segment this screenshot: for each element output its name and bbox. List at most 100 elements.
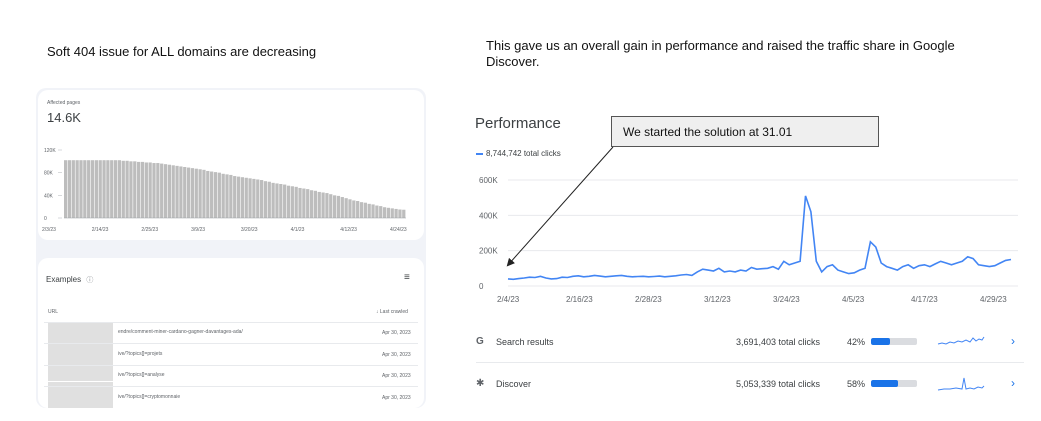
bar — [67, 160, 72, 218]
affected-pages-chart: 120K 80K 40K 0 2/3/23 2/14/23 2/25/23 3/9/23 3/… — [42, 148, 407, 233]
bar — [340, 197, 344, 218]
bar — [298, 187, 302, 218]
affected-pages-card: Affected pages 14.6K 120K 80K 40K 0 2/3/23 2… — [38, 90, 424, 240]
right-heading: This gave us an overall gain in performa… — [486, 38, 955, 69]
x-tick-label: 3/9/23 — [191, 227, 205, 233]
bar — [140, 161, 145, 218]
discover-row[interactable]: ✱ Discover 5,053,339 total clicks 58% › — [476, 372, 1024, 400]
bar — [167, 164, 171, 218]
chevron-right-icon[interactable]: › — [1011, 334, 1015, 348]
bar — [371, 204, 375, 218]
column-last-crawled[interactable]: ↓ Last crawled — [376, 309, 408, 315]
bar — [148, 162, 152, 218]
bar — [98, 160, 102, 218]
callout-arrow — [506, 146, 614, 267]
column-url: URL — [48, 309, 59, 315]
bar — [344, 198, 348, 218]
x-tick-label: 2/14/23 — [92, 227, 109, 233]
bar — [394, 208, 398, 218]
bar — [163, 164, 168, 218]
x-tick-label: 3/24/23 — [773, 295, 800, 304]
y-tick-label: 200K — [479, 247, 498, 256]
bar — [121, 160, 125, 218]
bar — [206, 170, 210, 218]
affected-pages-label: Affected pages — [47, 100, 81, 106]
coverage-panel: Affected pages 14.6K 120K 80K 40K 0 2/3/23 2… — [36, 88, 426, 408]
bar — [125, 160, 129, 218]
table-row-url[interactable]: endre/comment-miner-cardano-gagner-davan… — [118, 329, 243, 335]
x-tick-label: 4/12/23 — [340, 227, 357, 233]
bar — [137, 161, 141, 218]
x-tick-label: 2/3/23 — [42, 227, 56, 233]
bar — [275, 183, 279, 218]
bar — [386, 207, 391, 218]
table-row-url[interactable]: ive/?topics[]=analyse — [118, 372, 165, 378]
bar — [229, 174, 233, 218]
table-row-date: Apr 30, 2023 — [382, 330, 411, 336]
bar — [271, 182, 275, 218]
clicks-series-line — [507, 195, 1012, 281]
search-results-row[interactable]: G Search results 3,691,403 total clicks … — [476, 330, 1024, 358]
bar — [117, 160, 122, 218]
bar — [129, 161, 133, 218]
help-icon[interactable]: ⓘ — [86, 277, 94, 284]
bar — [363, 202, 367, 218]
bar — [402, 209, 406, 218]
row-percent: 58% — [847, 379, 866, 389]
bar — [110, 160, 114, 218]
row-label: Search results — [496, 337, 554, 347]
y-tick-label: 80K — [44, 171, 54, 177]
chevron-right-icon[interactable]: › — [1011, 376, 1015, 390]
bar — [102, 160, 106, 218]
bar — [379, 206, 383, 218]
divider — [44, 386, 418, 387]
bar — [94, 160, 98, 218]
y-tick-label: 120K — [44, 148, 56, 154]
bar — [144, 162, 148, 218]
x-tick-label: 2/4/23 — [497, 295, 520, 304]
bar — [248, 178, 252, 218]
share-bar — [871, 380, 917, 387]
share-bar-fill — [871, 380, 898, 387]
bar — [294, 186, 298, 218]
bar — [321, 192, 325, 218]
bar — [267, 181, 271, 218]
bar — [329, 194, 333, 218]
performance-title: Performance — [475, 115, 561, 132]
table-row-date: Apr 30, 2023 — [382, 395, 411, 401]
x-tick-label: 4/5/23 — [842, 295, 865, 304]
performance-chart: 600K 400K 200K 0 2/4/23 2/16/23 2/28/23 3/12/2… — [479, 176, 1018, 304]
bar — [160, 163, 164, 218]
table-row-url[interactable]: ive/?topics[]=cryptomonnaie — [118, 394, 181, 400]
bar — [64, 160, 68, 218]
bar — [75, 160, 79, 218]
row-clicks: 3,691,403 total clicks — [736, 337, 821, 347]
divider — [476, 362, 1024, 363]
bar — [225, 174, 229, 218]
bar — [309, 190, 314, 218]
bar — [317, 191, 321, 218]
x-tick-label: 2/25/23 — [141, 227, 158, 233]
bar — [106, 160, 110, 218]
y-tick-label: 400K — [479, 211, 498, 220]
bar — [217, 172, 221, 218]
legend-total-clicks[interactable]: 8,744,742 total clicks — [476, 149, 561, 158]
filter-icon[interactable]: ≡ — [404, 272, 410, 283]
x-tick-label: 4/17/23 — [911, 295, 938, 304]
table-row-url[interactable]: ive/?topics[]=projets — [118, 351, 163, 357]
bar — [398, 209, 402, 218]
x-tick-label: 2/16/23 — [566, 295, 593, 304]
y-tick-label: 40K — [44, 193, 54, 199]
legend-line-icon — [476, 152, 483, 155]
sparkline — [937, 377, 985, 391]
bar — [359, 202, 364, 218]
divider — [44, 365, 418, 366]
annotation-callout: We started the solution at 31.01 — [611, 116, 879, 147]
bar — [87, 160, 91, 218]
bar — [152, 163, 156, 218]
x-tick-label: 2/28/23 — [635, 295, 662, 304]
bar — [171, 165, 175, 218]
bar — [375, 205, 379, 218]
column-last-crawled-label: Last crawled — [379, 309, 408, 315]
examples-card: Examples ⓘ ≡ URL ↓ Last crawled endre/co… — [38, 258, 424, 408]
